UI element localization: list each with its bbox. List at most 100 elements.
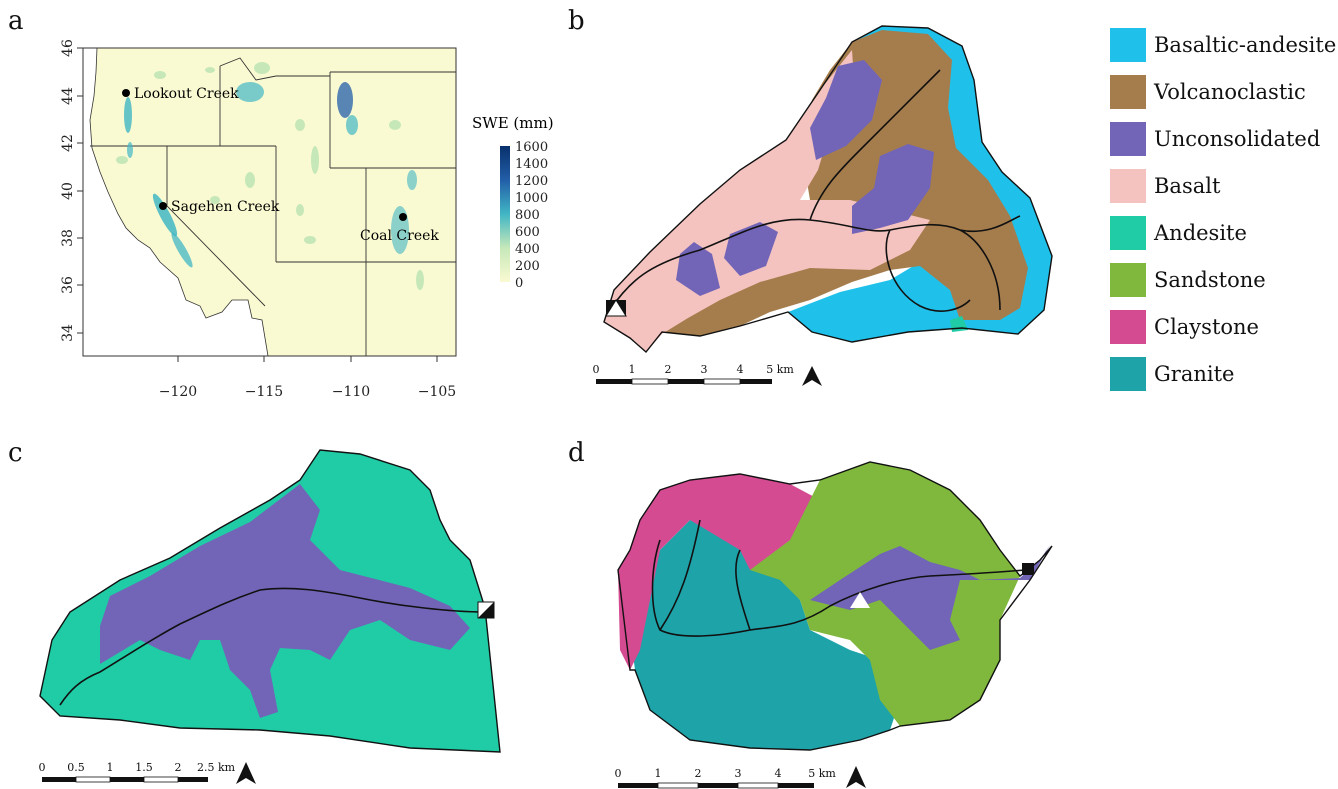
panel-label-d: d: [568, 438, 585, 468]
map-frame: [82, 47, 457, 357]
site-label-sagehen: Sagehen Creek: [171, 199, 280, 215]
watershed-boundary: [603, 25, 1053, 354]
legend-label: Claystone: [1154, 315, 1259, 339]
legend-label: Volcanoclastic: [1154, 80, 1306, 104]
watershed-c-map: [39, 449, 501, 753]
legend-swatch: [1110, 263, 1146, 297]
legend-label: Basaltic-andesite: [1154, 33, 1337, 57]
scalebar-label: 1: [107, 761, 114, 774]
legend-label: Granite: [1154, 362, 1235, 386]
legend-label: Andesite: [1154, 221, 1247, 245]
legend-item: Unconsolidated: [1110, 122, 1320, 156]
scalebar-label: 2.5 km: [197, 761, 236, 774]
legend-swatch: [1110, 122, 1146, 156]
site-label-lookout: Lookout Creek: [134, 86, 239, 102]
legend-item: Claystone: [1110, 310, 1259, 344]
site-marker-lookout: [122, 89, 130, 97]
swe-patches: [116, 62, 424, 290]
y-tick-label: 46: [60, 39, 76, 57]
colorbar-tick: 1600: [515, 140, 548, 155]
legend-swatch: [1110, 75, 1146, 109]
geology-unconsolidated-2: [852, 144, 934, 234]
legend-item: Volcanoclastic: [1110, 75, 1306, 109]
panel-label-a: a: [8, 6, 24, 36]
y-tick-label: 34: [60, 324, 76, 342]
legend-label: Basalt: [1154, 174, 1221, 198]
x-axis: [177, 356, 438, 362]
colorbar-tick: 1200: [515, 174, 548, 189]
scalebar-label: 0: [39, 761, 46, 774]
legend-item: Basaltic-andesite: [1110, 28, 1336, 62]
scalebar-label: 1: [629, 363, 636, 376]
gauge-marker: [850, 592, 870, 608]
legend-item: Granite: [1110, 357, 1234, 391]
legend-item: Andesite: [1110, 216, 1247, 250]
land-area: [89, 48, 456, 356]
colorbar-tick: 1000: [515, 191, 548, 206]
scalebar-label: 2: [665, 363, 672, 376]
legend-label: Unconsolidated: [1154, 127, 1321, 151]
scalebar-label: 2: [175, 761, 182, 774]
scalebar-label: 5 km: [766, 363, 794, 376]
y-axis: [77, 47, 83, 334]
scalebar-label: 5 km: [808, 767, 836, 780]
stream-network: [609, 69, 1021, 312]
scalebar-label: 0: [593, 363, 600, 376]
scalebar-label: 3: [735, 767, 742, 780]
geology-volcanoclastic: [650, 30, 1028, 336]
geology-unconsolidated: [100, 484, 470, 718]
colorbar-tick: 600: [515, 225, 540, 240]
scalebar-label: 1: [655, 767, 662, 780]
legend-swatch: [1110, 28, 1146, 62]
geology-unconsolidated: [810, 545, 1050, 650]
watershed-d-map: [617, 461, 1053, 751]
gauge-marker: [605, 299, 627, 317]
scalebar-b: 0 1 2 3 4 5 km: [593, 363, 822, 386]
swe-colorbar: [500, 146, 510, 282]
geology-unconsolidated-1: [810, 60, 882, 160]
gauge-marker: [478, 602, 494, 618]
x-tick-label: −115: [245, 384, 283, 400]
swe-map: 46 44 42 40 38 36 34 −120 −115 −110 −105…: [60, 39, 554, 400]
y-tick-label: 36: [60, 276, 76, 294]
colorbar-tick: 800: [515, 208, 540, 223]
colorbar-tick: 0: [515, 276, 523, 291]
panel-label-b: b: [568, 6, 585, 36]
x-tick-label: −105: [418, 384, 456, 400]
scalebar-label: 0.5: [67, 761, 85, 774]
site-marker-sagehen: [159, 202, 167, 210]
north-arrow-icon: [802, 366, 822, 386]
site-marker-coal: [399, 213, 407, 221]
north-arrow-icon: [236, 762, 256, 784]
colorbar-tick: 400: [515, 242, 540, 257]
panel-label-c: c: [8, 438, 23, 468]
site-label-coal: Coal Creek: [360, 228, 439, 244]
scalebar-label: 0: [615, 767, 622, 780]
watershed-boundary: [39, 449, 501, 753]
legend-label: Sandstone: [1154, 268, 1266, 292]
legend-item: Sandstone: [1110, 263, 1266, 297]
colorbar-title: SWE (mm): [472, 114, 554, 132]
stream-line: [59, 587, 486, 706]
geology-unconsolidated-3: [724, 222, 778, 276]
x-tick-label: −110: [332, 384, 370, 400]
colorbar-tick: 1400: [515, 157, 548, 172]
outlet-marker: [1022, 563, 1034, 575]
north-arrow-icon: [846, 766, 866, 788]
x-tick-label: −120: [159, 384, 197, 400]
colorbar-tick: 200: [515, 259, 540, 274]
scalebar-label: 4: [737, 363, 744, 376]
scalebar-label: 2: [695, 767, 702, 780]
scalebar-label: 4: [775, 767, 782, 780]
scalebar-label: 1.5: [135, 761, 153, 774]
state-boundaries: [90, 57, 456, 356]
watershed-boundary: [617, 461, 1053, 751]
geology-unconsolidated-4: [676, 242, 720, 296]
legend-swatch: [1110, 169, 1146, 203]
scalebar-label: 3: [701, 363, 708, 376]
y-tick-label: 44: [60, 87, 76, 105]
y-tick-label: 40: [60, 182, 76, 200]
scalebar-c: 0 0.5 1 1.5 2 2.5 km: [39, 761, 256, 784]
y-tick-label: 38: [60, 229, 76, 247]
geology-claystone: [618, 474, 820, 670]
